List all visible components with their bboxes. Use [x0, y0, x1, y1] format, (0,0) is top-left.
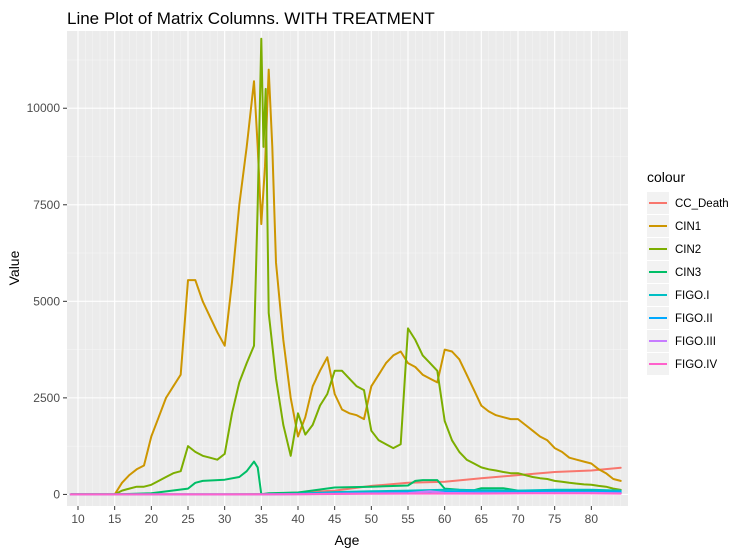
- x-tick-label: 20: [145, 512, 159, 526]
- y-axis: 0 2500 5000 7500 10000: [27, 101, 67, 501]
- legend-item-figo-iv: FIGO.IV: [647, 353, 718, 375]
- legend-item-figo-i: FIGO.I: [647, 284, 710, 306]
- series-lines: [69, 37, 622, 496]
- legend-item-figo-iii: FIGO.III: [647, 330, 716, 352]
- x-axis-label: Age: [335, 532, 360, 548]
- y-tick-label: 0: [53, 487, 60, 501]
- series-line-cin1: [69, 68, 622, 496]
- x-tick-label: 25: [181, 512, 195, 526]
- x-tick-label: 30: [218, 512, 232, 526]
- legend: colour CC_Death CIN1 CIN2 CIN3 FIGO.I FIGO.II…: [647, 169, 729, 375]
- chart-title: Line Plot of Matrix Columns. WITH TREATM…: [67, 9, 435, 28]
- x-tick-label: 55: [401, 512, 415, 526]
- y-tick-label: 5000: [33, 294, 60, 308]
- legend-item-cin3: CIN3: [647, 261, 701, 283]
- legend-item-figo-ii: FIGO.II: [647, 307, 713, 329]
- legend-label: FIGO.III: [675, 336, 716, 348]
- x-tick-label: 80: [585, 512, 599, 526]
- x-axis: 10 15 20 25 30 35 40 45 50 55 60 65 70 75 80: [71, 506, 598, 526]
- x-tick-label: 65: [475, 512, 489, 526]
- legend-item-cin1: CIN1: [647, 215, 701, 237]
- series-line-cin3: [69, 460, 622, 496]
- grid-minor: [67, 31, 628, 506]
- legend-label: CC_Death: [675, 198, 729, 210]
- legend-items: CC_Death CIN1 CIN2 CIN3 FIGO.I FIGO.II FIGO.II…: [647, 192, 729, 375]
- x-tick-label: 70: [511, 512, 525, 526]
- x-tick-label: 40: [291, 512, 305, 526]
- x-tick-label: 35: [255, 512, 269, 526]
- x-tick-label: 75: [548, 512, 562, 526]
- y-tick-label: 10000: [27, 101, 61, 115]
- legend-label: FIGO.I: [675, 290, 710, 302]
- legend-label: FIGO.II: [675, 313, 713, 325]
- x-tick-label: 50: [365, 512, 379, 526]
- legend-title: colour: [647, 169, 685, 185]
- y-axis-label: Value: [6, 250, 22, 285]
- legend-label: CIN3: [675, 267, 701, 279]
- series-line-figo-iv: [69, 492, 622, 496]
- x-tick-label: 45: [328, 512, 342, 526]
- x-tick-label: 15: [108, 512, 122, 526]
- legend-item-cc-death: CC_Death: [647, 192, 729, 214]
- legend-item-cin2: CIN2: [647, 238, 701, 260]
- y-tick-label: 7500: [33, 198, 60, 212]
- x-tick-label: 10: [71, 512, 85, 526]
- series-line-cin2: [69, 37, 622, 496]
- x-tick-label: 60: [438, 512, 452, 526]
- y-tick-label: 2500: [33, 391, 60, 405]
- plot-panel: [67, 31, 628, 506]
- legend-label: CIN2: [675, 244, 701, 256]
- legend-label: FIGO.IV: [675, 359, 718, 371]
- legend-label: CIN1: [675, 221, 701, 233]
